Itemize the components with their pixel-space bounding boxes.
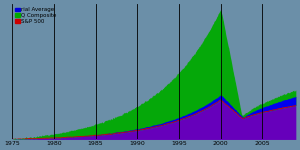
Legend: rial Average, Q Composite, S&P 500: rial Average, Q Composite, S&P 500 xyxy=(15,7,57,25)
